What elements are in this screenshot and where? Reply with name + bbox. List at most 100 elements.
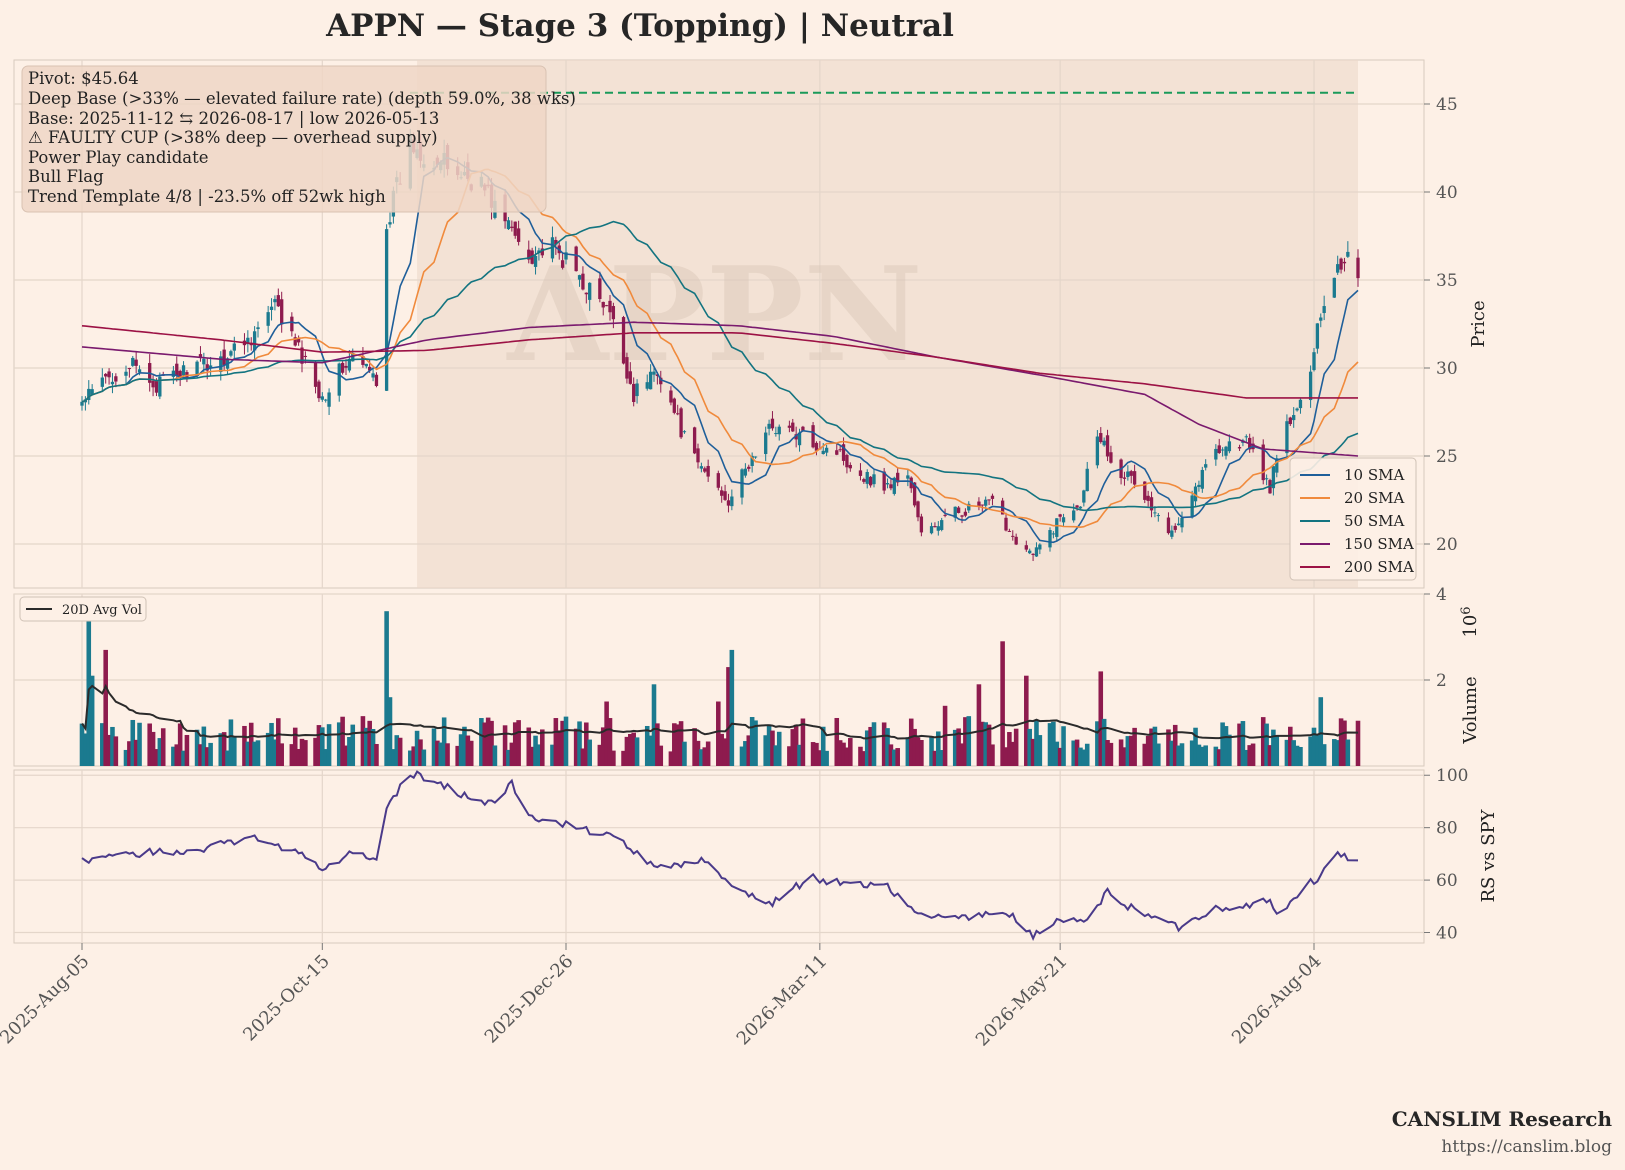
volume-bar [1338,718,1344,766]
volume-bar [502,725,508,766]
volume-bar [672,723,677,766]
candle-body [726,500,731,506]
volume-bar [658,745,664,766]
candle-body [337,363,341,396]
volume-bar [753,720,758,766]
volume-bar [374,743,379,766]
volume-bar [976,684,982,766]
x-tick-label: 2026-Aug-04 [1228,951,1326,1049]
volume-bar [858,746,863,766]
price-y-axis: 20 25 30 35 40 45 [1424,95,1458,555]
candle-body [1109,452,1113,463]
watermark-ticker: APPN [505,238,922,391]
volume-bar [1355,720,1361,766]
chart-title: APPN — Stage 3 (Topping) | Neutral [325,8,954,44]
candle-body [841,444,846,461]
volume-bar [485,717,491,766]
candle-body [692,427,697,454]
candle-body [1024,545,1028,550]
candle-body [1048,530,1052,548]
volume-bar [770,730,775,766]
candle-body [533,255,538,267]
info-box-background [21,65,547,213]
volume-bar [726,667,731,766]
volume-bar [1294,745,1300,766]
volume-panel: 24 Volume 106 20D Avg Vol [13,585,1481,767]
candle-body [696,448,700,463]
candle-body [1173,525,1177,530]
candle-body [344,365,348,368]
volume-bar [963,717,968,766]
candle-body [764,432,768,455]
volume-bar [326,724,332,766]
volume-bar [692,728,697,766]
volume-bar [587,739,592,766]
volume-bar [540,729,545,766]
candle-body [317,381,321,399]
volume-bar [793,724,799,766]
rs-axis-label: RS vs SPY [1478,808,1499,902]
candle-body [1271,466,1276,489]
volume-bar [1288,726,1293,766]
volume-bar [201,726,207,766]
volume-bar [431,728,437,766]
volume-bar [1132,727,1137,766]
candle-body [723,491,727,500]
candle-body [276,295,280,307]
candle-body [940,520,944,530]
volume-bar [1078,747,1083,766]
volume-bar [83,733,88,766]
candle-body [906,475,910,479]
volume-bar [1247,745,1252,766]
candle-body [611,306,616,320]
volume-bar [1200,746,1205,766]
candle-body [655,374,660,376]
volume-bar [1264,723,1269,766]
candle-body [151,380,155,388]
candle-body [912,482,917,506]
volume-bar [414,730,420,766]
candle-body [588,282,592,300]
candle-body [124,371,128,376]
candle-body [953,506,957,518]
volume-bar [387,697,393,766]
volume-bar [908,718,914,766]
volume-bar [628,733,633,766]
volume-bar [1118,739,1124,766]
volume-bar [367,720,372,766]
candle-body [679,408,683,438]
volume-legend-background [19,596,147,622]
candle-body [266,312,270,326]
volume-bar [303,740,308,766]
volume-bar [529,746,535,766]
info-pivot: Pivot: $45.64 [28,69,139,88]
volume-bar [766,724,772,766]
volume-bar [248,722,254,766]
sma-line-150 [81,321,1359,457]
info-bull-flag: Bull Flag [28,167,104,186]
candle-body [368,366,372,371]
volume-bar [1037,735,1043,766]
volume-bar [232,736,237,766]
candle-body [648,371,653,390]
volume-bar [1193,727,1198,766]
volume-bar [1084,743,1090,766]
candle-body [1197,484,1201,487]
volume-multiplier-label: 106 [1459,606,1481,637]
candle-body [1295,408,1299,411]
volume-bar [983,722,988,766]
candle-body [916,501,920,518]
candle-body [929,526,934,534]
volume-bar [648,735,653,766]
volume-bar [631,732,636,766]
volume-bar [787,746,792,766]
candle-body [753,456,758,458]
candle-body [104,373,108,377]
volume-bar [276,718,281,766]
volume-bar [844,747,850,766]
volume-bar [343,745,349,766]
candle-body [1102,440,1106,446]
volume-bar [1176,745,1181,766]
candle-body [1082,490,1086,503]
candle-body [1356,257,1360,279]
